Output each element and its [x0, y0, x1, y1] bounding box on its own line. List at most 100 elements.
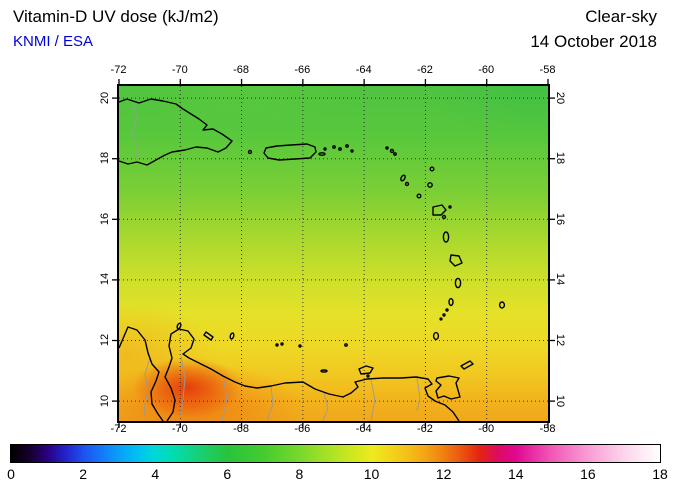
coast-venezuela-west: [118, 326, 164, 422]
border-line: [416, 377, 421, 412]
sky-condition-label: Clear-sky: [585, 7, 657, 26]
border-line: [131, 101, 139, 164]
colorbar-tick-label: 0: [7, 466, 15, 482]
coast-hispaniola: [118, 98, 233, 166]
island-st-barth: [393, 152, 397, 156]
island-tortuga: [320, 369, 328, 373]
border-line: [322, 392, 329, 422]
colorbar-tick-label: 18: [652, 466, 668, 482]
island-coche: [366, 374, 370, 378]
border-line: [221, 375, 228, 422]
lon-tick-label-top: -68: [233, 64, 250, 76]
island-grenadine: [439, 317, 443, 321]
island-anguilla: [385, 146, 389, 150]
island-margarita: [358, 365, 374, 375]
border-line: [266, 385, 274, 422]
island-st-martin: [389, 148, 395, 154]
credit-text: KNMI / ESA: [13, 33, 94, 50]
island-los-roques: [280, 342, 284, 346]
island-grenadine: [442, 313, 446, 317]
colorbar-tick-label: 6: [223, 466, 232, 482]
lat-tick-label-left: 16: [99, 212, 111, 225]
island-guadeloupe: [432, 204, 447, 216]
country-borders: [131, 101, 421, 422]
uv-dose-field: [119, 86, 548, 421]
island-dominica: [442, 231, 450, 243]
colorbar-tick-label: 8: [295, 466, 304, 482]
island-blanquilla: [344, 343, 348, 347]
lon-tick-label-bottom: -60: [478, 423, 495, 435]
lat-tick-label-right: 10: [554, 394, 566, 407]
island-st-kitts: [400, 174, 406, 182]
lon-tick-label-top: -58: [539, 64, 556, 76]
lon-tick-label-bottom: -62: [416, 423, 433, 435]
island-grenadine: [445, 308, 449, 312]
island-antigua: [427, 182, 433, 188]
lon-tick-label-bottom: -64: [355, 423, 372, 435]
coast-venezuela-main: [164, 328, 460, 422]
island-montserrat: [416, 193, 422, 199]
island-st-vincent: [448, 297, 454, 307]
colorbar-tick-label: 16: [580, 466, 596, 482]
island-martinique: [449, 254, 463, 267]
island-desirade: [448, 205, 452, 209]
map-overlay: [112, 79, 555, 428]
lon-tick-label-bottom: -66: [294, 423, 311, 435]
island-mona: [247, 149, 253, 155]
lon-tick-label-bottom: -68: [233, 423, 250, 435]
page-title: Vitamin-D UV dose (kJ/m2): [13, 7, 219, 26]
lat-tick-label-left: 20: [99, 91, 111, 104]
island-culebra: [323, 147, 327, 151]
lon-tick-label-bottom: -58: [539, 423, 556, 435]
island-orchila: [298, 344, 302, 348]
island-aruba: [176, 322, 182, 330]
island-barbuda: [429, 166, 435, 172]
island-vieques: [318, 152, 326, 156]
island-nevis: [404, 181, 410, 187]
lon-tick-label-bottom: -70: [171, 423, 188, 435]
lon-tick-label-top: -70: [171, 64, 188, 76]
lat-tick-label-right: 14: [554, 273, 566, 286]
island-virgin: [350, 149, 354, 153]
island-virgin: [332, 145, 336, 149]
colorbar-tick-label: 14: [507, 466, 524, 482]
lat-tick-label-right: 12: [554, 333, 566, 347]
lat-tick-label-right: 20: [554, 91, 566, 104]
date-label: 14 October 2018: [530, 32, 657, 51]
island-virgin: [338, 147, 342, 151]
island-trinidad: [435, 375, 461, 400]
lat-tick-label-left: 14: [99, 273, 111, 286]
lat-tick-label-right: 18: [554, 152, 566, 165]
axis-ticks: [112, 79, 555, 428]
colorbar-tick-label: 2: [79, 466, 88, 482]
island-los-roques: [275, 343, 279, 347]
colorbar-tick-label: 4: [151, 466, 160, 482]
lat-tick-label-left: 12: [99, 333, 111, 347]
border-line: [370, 379, 376, 422]
lon-tick-label-top: -62: [416, 64, 433, 76]
island-grenada: [432, 331, 440, 341]
map-plot-area: [112, 79, 555, 428]
lat-tick-label-left: 10: [99, 394, 111, 407]
island-virgin: [345, 144, 349, 148]
island-barbados: [498, 301, 506, 309]
lon-tick-label-bottom: -72: [110, 423, 127, 435]
border-line: [178, 355, 186, 422]
lon-tick-label-top: -64: [355, 64, 372, 76]
island-marie-galante: [441, 214, 447, 220]
lat-tick-label-right: 16: [554, 212, 566, 225]
colorbar: [10, 444, 661, 463]
island-bonaire: [229, 332, 235, 340]
lon-tick-label-top: -72: [110, 64, 127, 76]
colorbar-tick-label: 12: [435, 466, 452, 482]
island-st-lucia: [454, 277, 462, 289]
island-tobago: [460, 360, 474, 370]
coast-puerto-rico: [263, 143, 317, 161]
colorbar-tick-label: 10: [363, 466, 380, 482]
lon-tick-label-top: -66: [294, 64, 311, 76]
island-curacao: [203, 331, 214, 341]
lat-tick-label-left: 18: [99, 152, 111, 165]
lon-tick-label-top: -60: [478, 64, 495, 76]
coastlines: [118, 98, 506, 422]
